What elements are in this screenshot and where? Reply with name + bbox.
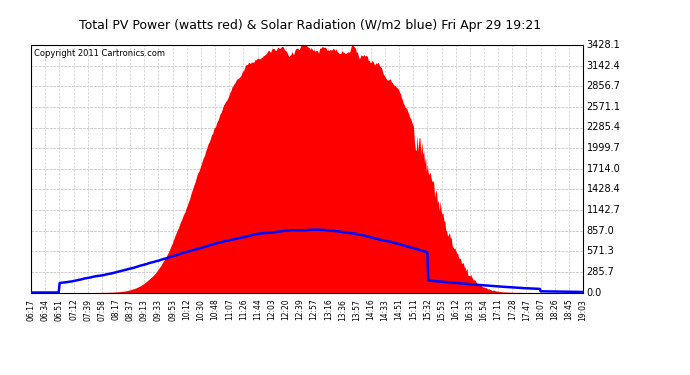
Text: 857.0: 857.0 <box>586 226 614 236</box>
Text: 2571.1: 2571.1 <box>586 102 620 112</box>
Text: 2856.7: 2856.7 <box>586 81 620 91</box>
Text: 1714.0: 1714.0 <box>586 164 620 174</box>
Text: 2285.4: 2285.4 <box>586 123 620 132</box>
Text: 3142.4: 3142.4 <box>586 61 620 70</box>
Text: Copyright 2011 Cartronics.com: Copyright 2011 Cartronics.com <box>34 49 165 58</box>
Text: Total PV Power (watts red) & Solar Radiation (W/m2 blue) Fri Apr 29 19:21: Total PV Power (watts red) & Solar Radia… <box>79 19 542 32</box>
Text: 571.3: 571.3 <box>586 246 614 256</box>
Text: 285.7: 285.7 <box>586 267 614 277</box>
Text: 3428.1: 3428.1 <box>586 40 620 50</box>
Text: 1999.7: 1999.7 <box>586 143 620 153</box>
Text: 1142.7: 1142.7 <box>586 205 620 215</box>
Text: 1428.4: 1428.4 <box>586 184 620 194</box>
Text: 0.0: 0.0 <box>586 288 602 297</box>
